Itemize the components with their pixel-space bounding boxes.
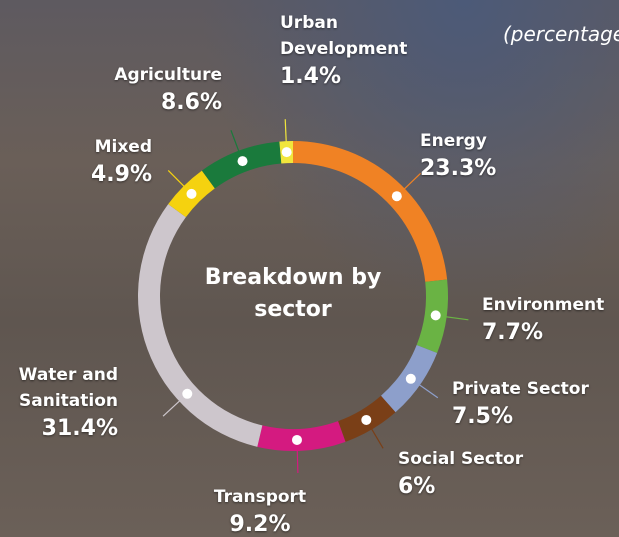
category-label: Private Sector bbox=[452, 376, 612, 402]
category-label: Urban Development bbox=[280, 10, 430, 62]
category-label: Agriculture bbox=[80, 62, 222, 88]
leader-dot bbox=[238, 156, 248, 166]
chart-title: Breakdown by sector bbox=[193, 262, 393, 326]
leader-dot bbox=[361, 415, 371, 425]
value-label: 6% bbox=[398, 472, 558, 502]
value-label: 4.9% bbox=[40, 160, 152, 190]
category-label: Water and Sanitation bbox=[0, 362, 118, 414]
leader-dot bbox=[186, 189, 196, 199]
value-label: 7.5% bbox=[452, 402, 612, 432]
category-label: Energy bbox=[420, 128, 540, 154]
value-label: 7.7% bbox=[482, 318, 619, 348]
value-label: 8.6% bbox=[80, 88, 222, 118]
category-label: Social Sector bbox=[398, 446, 558, 472]
value-label: 31.4% bbox=[0, 414, 118, 444]
leader-dot bbox=[282, 147, 292, 157]
category-label: Environment bbox=[482, 292, 619, 318]
donut-segment bbox=[257, 421, 345, 451]
value-label: 23.3% bbox=[420, 154, 540, 184]
leader-dot bbox=[292, 435, 302, 445]
category-label: Transport bbox=[190, 484, 330, 510]
leader-dot bbox=[431, 310, 441, 320]
leader-dot bbox=[406, 374, 416, 384]
leader-dot bbox=[182, 389, 192, 399]
value-label: 9.2% bbox=[190, 510, 330, 537]
page: (percentage) Breakdown by sector Energy2… bbox=[0, 0, 619, 537]
category-label: Mixed bbox=[40, 134, 152, 160]
value-label: 1.4% bbox=[280, 62, 430, 92]
subtitle: (percentage) bbox=[503, 22, 619, 46]
leader-dot bbox=[392, 191, 402, 201]
